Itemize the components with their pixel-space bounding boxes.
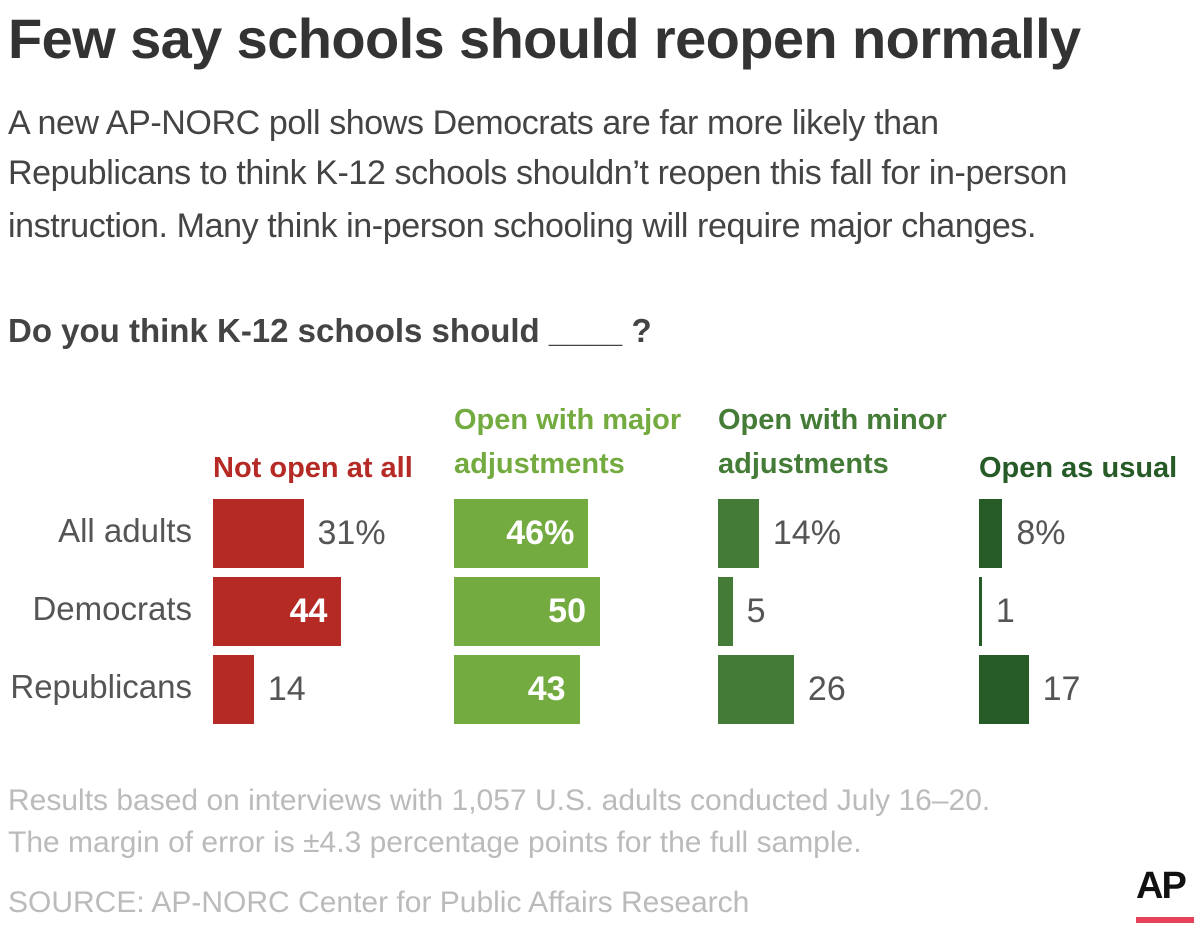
series-header: Open with major adjustments — [454, 404, 682, 480]
series-header: Not open at all — [213, 452, 413, 484]
value-label: 1 — [995, 592, 1015, 630]
bar — [454, 499, 589, 568]
chart-title: Few say schools should reopen normally — [8, 7, 1081, 70]
bar — [454, 577, 600, 646]
bar — [718, 655, 794, 724]
question: Do you think K-12 schools should ____ ? — [8, 312, 652, 349]
row-label: Republicans — [10, 668, 192, 705]
bar — [213, 577, 342, 646]
bar — [979, 577, 982, 646]
value-label: 44 — [289, 592, 328, 630]
ap-logo: AP — [1136, 866, 1196, 926]
row-label: Democrats — [32, 590, 192, 627]
footnote-line: Results based on interviews with 1,057 U… — [8, 784, 991, 817]
value-label: 14% — [772, 514, 841, 552]
value-label: 50 — [548, 592, 586, 630]
bar — [979, 499, 1003, 568]
value-label: 5 — [746, 592, 766, 630]
value-label: 46% — [506, 514, 575, 552]
value-label: 26 — [807, 670, 846, 708]
source-note: SOURCE: AP-NORC Center for Public Affair… — [8, 886, 750, 919]
value-label: 14 — [267, 670, 306, 708]
bar — [979, 655, 1029, 724]
bar — [454, 655, 580, 724]
footnote-line: The margin of error is ±4.3 percentage p… — [8, 826, 862, 859]
series-header: Open as usual — [979, 452, 1178, 484]
subtitle-line: instruction. Many think in-person school… — [8, 207, 1036, 245]
subtitle-line: Republicans to think K-12 schools should… — [8, 154, 1068, 192]
bar — [213, 655, 254, 724]
ap-logo-underline — [1136, 917, 1194, 923]
series-header: Open with minor adjustments — [718, 404, 947, 480]
bar — [718, 577, 733, 646]
bar — [718, 499, 759, 568]
bar — [213, 499, 304, 568]
value-label: 17 — [1042, 670, 1081, 708]
row-label: All adults — [58, 512, 192, 549]
value-label: 8% — [1016, 514, 1066, 552]
value-label: 31% — [317, 514, 386, 552]
value-label: 43 — [527, 670, 566, 708]
subtitle-line: A new AP-NORC poll shows Democrats are f… — [8, 104, 939, 142]
